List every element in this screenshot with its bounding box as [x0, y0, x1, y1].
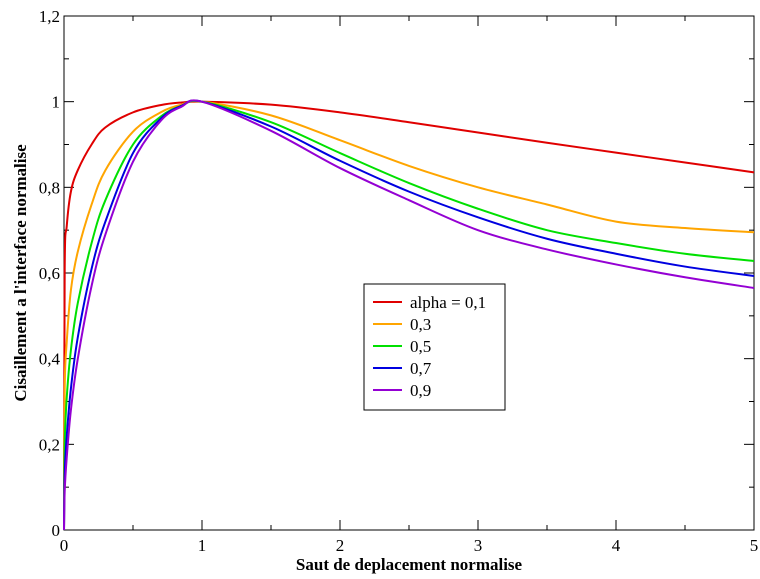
y-tick-label: 0,4	[39, 350, 61, 369]
x-tick-label: 2	[336, 536, 345, 555]
x-tick-label: 3	[474, 536, 483, 555]
y-axis-title: Cisaillement a l'interface normalise	[11, 144, 30, 402]
legend-label: 0,3	[410, 315, 431, 334]
x-axis-title: Saut de deplacement normalise	[296, 555, 523, 574]
y-tick-label: 0	[52, 521, 61, 540]
y-tick-label: 0,8	[39, 178, 60, 197]
y-tick-label: 0,2	[39, 435, 60, 454]
axis-ticks	[63, 15, 755, 531]
series-line	[63, 100, 755, 531]
series-line	[63, 99, 755, 531]
legend-label: 0,7	[410, 359, 432, 378]
x-tick-label: 1	[198, 536, 207, 555]
series-lines	[63, 99, 755, 531]
legend-label: alpha = 0,1	[410, 293, 486, 312]
legend-label: 0,5	[410, 337, 431, 356]
y-tick-label: 1,2	[39, 7, 60, 26]
legend: alpha = 0,1 0,3 0,5 0,7 0,9	[363, 283, 506, 411]
x-tick-label: 0	[60, 536, 69, 555]
y-tick-label: 0,6	[39, 264, 60, 283]
y-tick-label: 1	[52, 93, 61, 112]
x-tick-label: 5	[750, 536, 759, 555]
plot-area	[63, 15, 755, 531]
x-tick-label: 4	[612, 536, 621, 555]
legend-label: 0,9	[410, 381, 431, 400]
tick-labels: 0 1 2 3 4 5 0 0,2 0,4 0,6 0,8 1 1,2	[39, 7, 759, 555]
